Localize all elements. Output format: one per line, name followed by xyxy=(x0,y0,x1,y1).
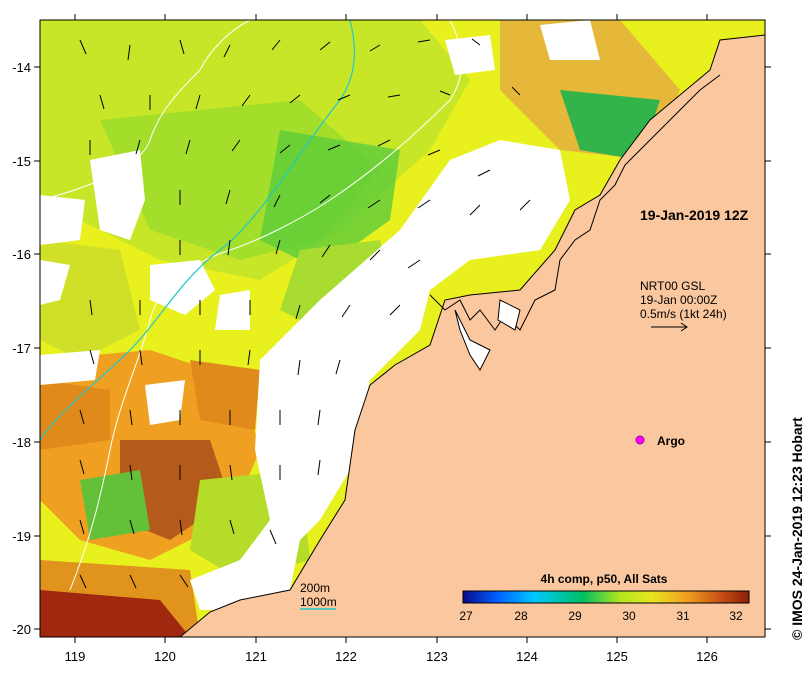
contour-1000m xyxy=(40,20,355,441)
y-tick-label: -15 xyxy=(12,154,31,169)
colorbar-title: 4h comp, p50, All Sats xyxy=(541,572,668,586)
x-tick-label: 119 xyxy=(65,649,86,664)
y-tick-label: -19 xyxy=(12,529,31,544)
colorbar-tick: 32 xyxy=(729,609,743,623)
cloud-mask-coastal xyxy=(190,140,570,610)
current-vectors xyxy=(79,38,531,589)
axis-ticks xyxy=(34,14,771,643)
legend-line-2: 19-Jan 00:00Z xyxy=(640,293,717,307)
depth-legend-200m: 200m xyxy=(300,581,330,595)
coastline xyxy=(429,74,721,331)
cloud-mask xyxy=(40,20,600,425)
credit-text: © IMOS 24-Jan-2019 12:23 Hobart xyxy=(789,417,805,640)
x-tick-label: 125 xyxy=(606,649,628,664)
land-kimberley-coast xyxy=(179,20,765,637)
legend-line-3: 0.5m/s (1kt 24h) xyxy=(640,307,727,321)
x-tick-label: 122 xyxy=(335,649,357,664)
x-tick-label: 126 xyxy=(696,649,718,664)
y-axis-labels: -14 -15 -16 -17 -18 -19 -20 xyxy=(12,60,31,637)
colorbar: 4h comp, p50, All Sats 27 28 29 30 31 32 xyxy=(459,572,750,623)
depth-legend-1000m: 1000m xyxy=(300,595,337,609)
y-tick-label: -17 xyxy=(12,341,31,356)
argo-float-marker[interactable] xyxy=(635,435,645,445)
plot-frame xyxy=(39,19,766,638)
colorbar-tick: 29 xyxy=(568,609,582,623)
vector-legend: NRT00 GSL 19-Jan 00:00Z 0.5m/s (1kt 24h) xyxy=(640,279,727,332)
x-axis-labels: 119 120 121 122 123 124 125 126 xyxy=(65,649,718,664)
x-tick-label: 120 xyxy=(154,649,176,664)
y-tick-label: -20 xyxy=(12,622,31,637)
x-tick-label: 124 xyxy=(516,649,538,664)
scale-arrow-icon xyxy=(651,322,688,332)
colorbar-tick: 28 xyxy=(514,609,528,623)
legend-line-1: NRT00 GSL xyxy=(640,279,705,293)
y-tick-label: -14 xyxy=(12,60,31,75)
y-tick-label: -18 xyxy=(12,435,31,450)
colorbar-tick: 30 xyxy=(622,609,636,623)
colorbar-gradient xyxy=(462,590,750,604)
x-tick-label: 123 xyxy=(426,649,448,664)
colorbar-tick: 27 xyxy=(459,609,473,623)
colorbar-tick: 31 xyxy=(676,609,690,623)
depth-legend: 200m 1000m xyxy=(300,581,337,610)
date-label: 19-Jan-2019 12Z xyxy=(640,207,749,223)
argo-label: Argo xyxy=(657,434,685,448)
contour-200m xyxy=(40,20,251,201)
x-tick-label: 121 xyxy=(245,649,267,664)
y-tick-label: -16 xyxy=(12,247,31,262)
